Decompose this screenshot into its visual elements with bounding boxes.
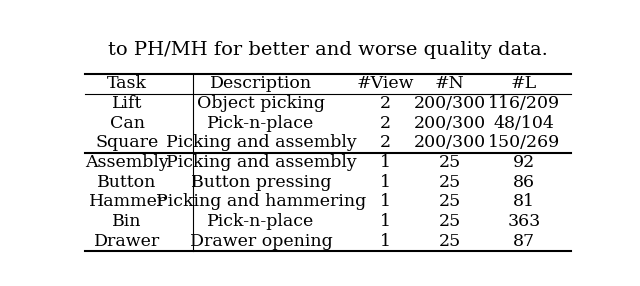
Text: 200/300: 200/300: [413, 134, 486, 151]
Text: 25: 25: [438, 233, 461, 250]
Text: Square: Square: [95, 134, 159, 151]
Text: Task: Task: [107, 75, 147, 92]
Text: Description: Description: [210, 75, 312, 92]
Text: 81: 81: [513, 194, 535, 210]
Text: #N: #N: [435, 75, 465, 92]
Text: Assembly: Assembly: [85, 154, 169, 171]
Text: 1: 1: [380, 194, 390, 210]
Text: 1: 1: [380, 154, 390, 171]
Text: 116/209: 116/209: [488, 95, 560, 112]
Text: 200/300: 200/300: [413, 115, 486, 132]
Text: #L: #L: [511, 75, 537, 92]
Text: 1: 1: [380, 213, 390, 230]
Text: 25: 25: [438, 174, 461, 191]
Text: 363: 363: [508, 213, 541, 230]
Text: Picking and hammering: Picking and hammering: [156, 194, 366, 210]
Text: 1: 1: [380, 233, 390, 250]
Text: Picking and assembly: Picking and assembly: [166, 154, 356, 171]
Text: 25: 25: [438, 154, 461, 171]
Text: Pick-n-place: Pick-n-place: [207, 213, 315, 230]
Text: Picking and assembly: Picking and assembly: [166, 134, 356, 151]
Text: 92: 92: [513, 154, 535, 171]
Text: Drawer opening: Drawer opening: [189, 233, 332, 250]
Text: 2: 2: [380, 115, 390, 132]
Text: Button pressing: Button pressing: [191, 174, 332, 191]
Text: Lift: Lift: [112, 95, 142, 112]
Text: 86: 86: [513, 174, 535, 191]
Text: 2: 2: [380, 95, 390, 112]
Text: 87: 87: [513, 233, 535, 250]
Text: #View: #View: [356, 75, 414, 92]
Text: 25: 25: [438, 213, 461, 230]
Text: Hammer: Hammer: [88, 194, 166, 210]
Text: Pick-n-place: Pick-n-place: [207, 115, 315, 132]
Text: 25: 25: [438, 194, 461, 210]
Text: 200/300: 200/300: [413, 95, 486, 112]
Text: Object picking: Object picking: [197, 95, 325, 112]
Text: Can: Can: [109, 115, 145, 132]
Text: Drawer: Drawer: [94, 233, 160, 250]
Text: 2: 2: [380, 134, 390, 151]
Text: 1: 1: [380, 174, 390, 191]
Text: Button: Button: [97, 174, 157, 191]
Text: 48/104: 48/104: [493, 115, 554, 132]
Text: to PH/MH for better and worse quality data.: to PH/MH for better and worse quality da…: [108, 41, 548, 59]
Text: Bin: Bin: [113, 213, 142, 230]
Text: 150/269: 150/269: [488, 134, 560, 151]
